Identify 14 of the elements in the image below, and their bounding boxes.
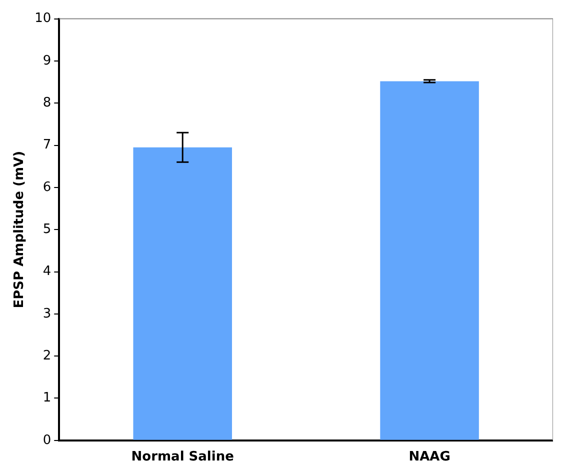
- y-tick-label: 5: [42, 222, 52, 237]
- y-tick-label: 7: [42, 138, 52, 153]
- x-tick-label: NAAG: [408, 450, 450, 465]
- y-tick-label: 0: [42, 432, 52, 448]
- y-tick-label: 9: [42, 53, 52, 68]
- x-tick-label: Normal Saline: [131, 450, 234, 465]
- y-tick-label: 2: [42, 348, 52, 364]
- y-tick-label: 4: [42, 264, 52, 280]
- y-tick-label: 6: [42, 180, 52, 195]
- y-tick-label: 10: [34, 11, 52, 26]
- y-tick-label: 8: [42, 95, 52, 110]
- y-axis-title: EPSP Amplitude (mV): [12, 150, 28, 308]
- y-tick-label: 1: [42, 390, 52, 406]
- y-tick-label: 3: [42, 306, 52, 322]
